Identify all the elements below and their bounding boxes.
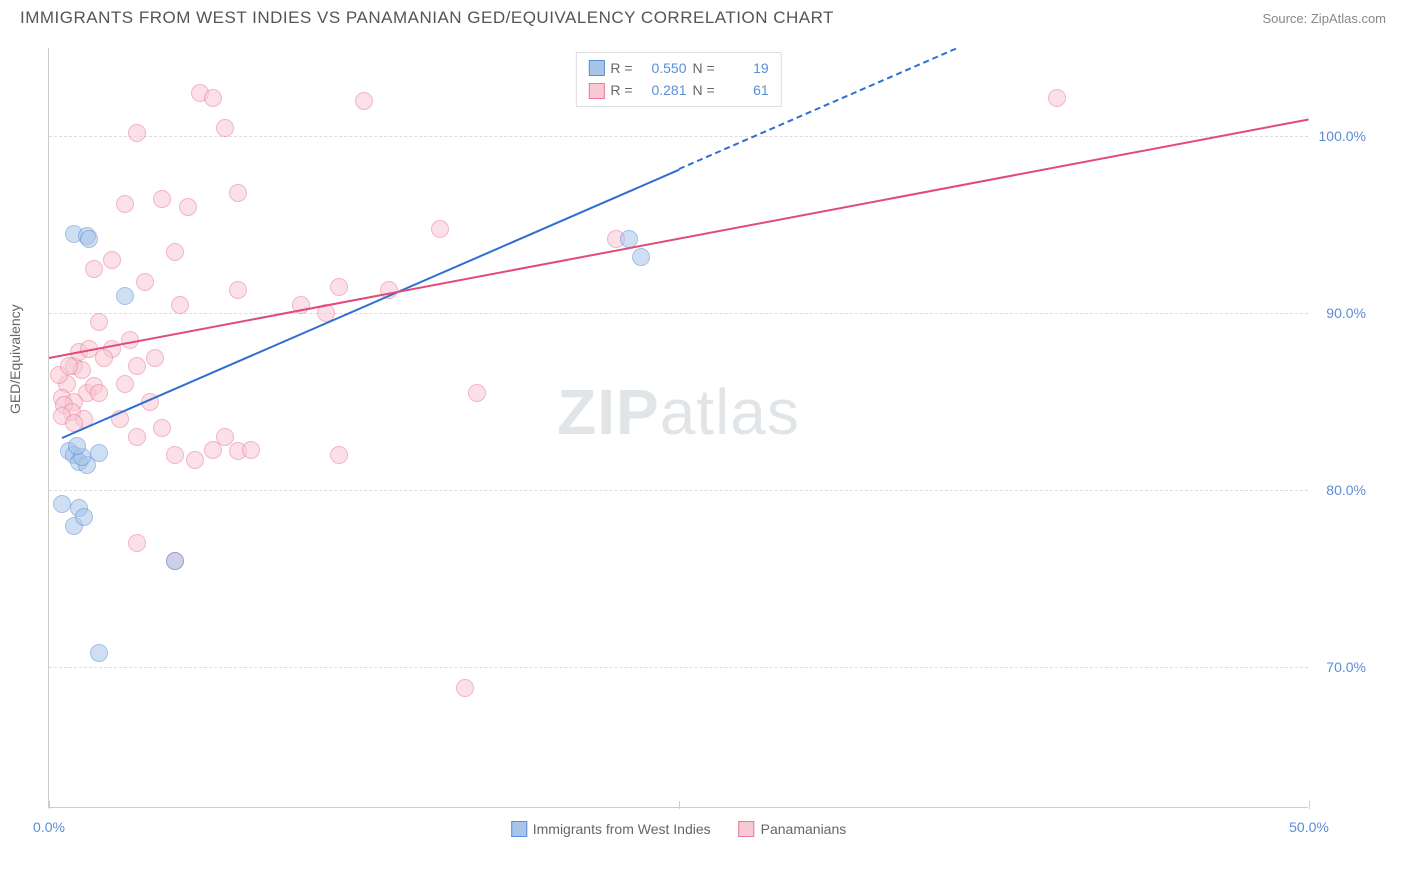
- x-tick: [1309, 801, 1310, 809]
- data-point-pink: [128, 428, 146, 446]
- data-point-pink: [171, 296, 189, 314]
- data-point-pink: [128, 124, 146, 142]
- legend-item: Panamanians: [739, 821, 847, 837]
- data-point-blue: [80, 230, 98, 248]
- x-tick: [49, 801, 50, 809]
- data-point-pink: [229, 184, 247, 202]
- data-point-pink: [179, 198, 197, 216]
- legend-swatch: [739, 821, 755, 837]
- legend-item: Immigrants from West Indies: [511, 821, 711, 837]
- data-point-blue: [166, 552, 184, 570]
- data-point-pink: [85, 260, 103, 278]
- data-point-pink: [166, 446, 184, 464]
- stats-r_label: R =: [610, 57, 632, 79]
- legend-label: Immigrants from West Indies: [533, 821, 711, 837]
- y-tick-label: 90.0%: [1326, 305, 1366, 321]
- data-point-pink: [136, 273, 154, 291]
- stats-n_val: 61: [721, 79, 769, 101]
- data-point-pink: [166, 243, 184, 261]
- data-point-pink: [330, 446, 348, 464]
- y-tick-label: 80.0%: [1326, 482, 1366, 498]
- data-point-pink: [456, 679, 474, 697]
- stats-row: R = 0.550 N = 19: [588, 57, 768, 79]
- data-point-pink: [186, 451, 204, 469]
- x-tick-label: 0.0%: [33, 819, 65, 835]
- y-axis-title: GED/Equivalency: [7, 304, 23, 414]
- data-point-pink: [1048, 89, 1066, 107]
- legend-label: Panamanians: [761, 821, 847, 837]
- data-point-pink: [330, 278, 348, 296]
- data-point-pink: [216, 119, 234, 137]
- data-point-blue: [68, 437, 86, 455]
- stats-n_label: N =: [693, 57, 715, 79]
- data-point-pink: [116, 195, 134, 213]
- data-point-pink: [468, 384, 486, 402]
- stats-n_label: N =: [693, 79, 715, 101]
- legend-swatch: [588, 83, 604, 99]
- data-point-pink: [204, 89, 222, 107]
- data-point-blue: [53, 495, 71, 513]
- y-tick-label: 70.0%: [1326, 659, 1366, 675]
- data-point-pink: [229, 281, 247, 299]
- gridline: [49, 490, 1308, 491]
- data-point-pink: [153, 419, 171, 437]
- stats-r_label: R =: [610, 79, 632, 101]
- data-point-pink: [431, 220, 449, 238]
- data-point-pink: [146, 349, 164, 367]
- gridline: [49, 136, 1308, 137]
- trend-line: [49, 119, 1309, 360]
- data-point-pink: [90, 384, 108, 402]
- data-point-pink: [90, 313, 108, 331]
- x-tick-label: 50.0%: [1289, 819, 1329, 835]
- data-point-pink: [355, 92, 373, 110]
- data-point-blue: [90, 444, 108, 462]
- legend-swatch: [511, 821, 527, 837]
- stats-r_val: 0.550: [639, 57, 687, 79]
- data-point-pink: [128, 534, 146, 552]
- stats-n_val: 19: [721, 57, 769, 79]
- stats-row: R = 0.281 N = 61: [588, 79, 768, 101]
- data-point-blue: [632, 248, 650, 266]
- stats-r_val: 0.281: [639, 79, 687, 101]
- data-point-pink: [60, 357, 78, 375]
- x-tick: [679, 801, 680, 809]
- y-tick-label: 100.0%: [1319, 128, 1366, 144]
- gridline: [49, 313, 1308, 314]
- source-label: Source: ZipAtlas.com: [1262, 11, 1386, 26]
- legend-swatch: [588, 60, 604, 76]
- chart-title: IMMIGRANTS FROM WEST INDIES VS PANAMANIA…: [20, 8, 834, 28]
- data-point-blue: [116, 287, 134, 305]
- data-point-pink: [116, 375, 134, 393]
- data-point-pink: [95, 349, 113, 367]
- data-point-blue: [90, 644, 108, 662]
- data-point-pink: [242, 441, 260, 459]
- data-point-pink: [153, 190, 171, 208]
- trend-line: [61, 169, 679, 439]
- watermark: ZIPatlas: [557, 375, 800, 449]
- data-point-blue: [75, 508, 93, 526]
- gridline: [49, 667, 1308, 668]
- stats-legend: R = 0.550 N = 19 R = 0.281 N = 61: [575, 52, 781, 107]
- data-point-pink: [128, 357, 146, 375]
- data-point-pink: [103, 251, 121, 269]
- bottom-legend: Immigrants from West Indies Panamanians: [511, 821, 847, 837]
- scatter-chart: GED/Equivalency ZIPatlas R =0.550N =19R …: [48, 48, 1308, 808]
